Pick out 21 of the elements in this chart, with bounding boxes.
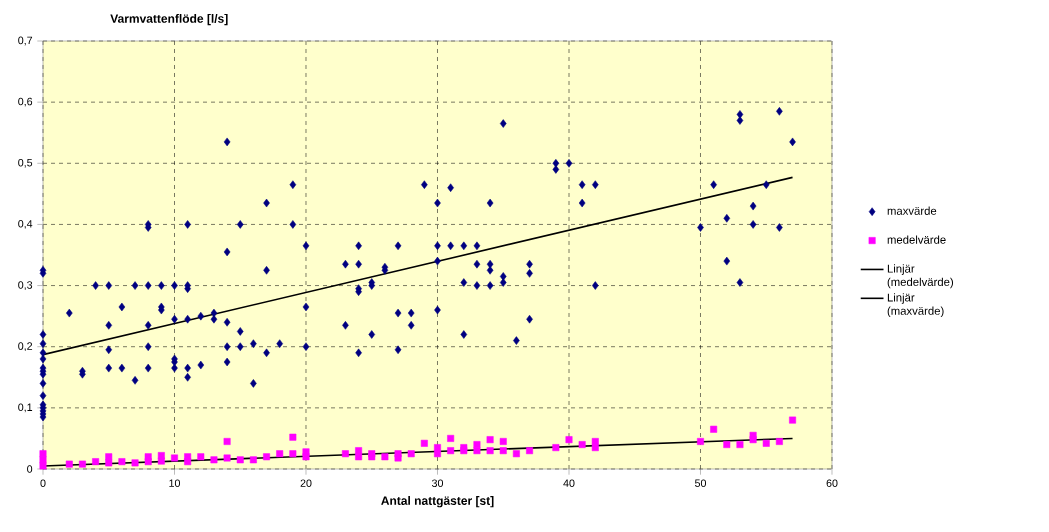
x-tick-label: 60 [826,479,838,487]
y-tick-label: 0,3 [18,281,33,290]
y-tick-label: 0 [27,465,33,473]
x-tick-label: 10 [169,479,181,487]
y-tick-label: 0,2 [18,342,33,352]
x-axis-title: Antal nattgäster [st] [381,496,494,508]
y-tick-label: 0,4 [18,220,33,229]
x-tick-label: 20 [300,479,312,487]
y-tick-label: 0,1 [18,403,33,413]
legend-label: medelvärde [887,235,946,244]
x-tick-label: 50 [694,479,707,487]
y-axis-title: Varmvattenflöde [l/s] [110,14,228,26]
x-tick-label: 40 [563,479,575,487]
y-tick-label: 0,6 [18,97,33,107]
y-tick-label: 0,5 [18,158,33,168]
legend-label: Linjär (maxvärde) [887,293,944,318]
legend-label: Linjär (medelvärde) [887,264,954,289]
x-tick-label: 0 [40,479,46,487]
x-tick-label: 30 [431,479,444,487]
y-tick-label: 0,7 [18,36,33,46]
legend-label: maxvärde [887,206,937,215]
